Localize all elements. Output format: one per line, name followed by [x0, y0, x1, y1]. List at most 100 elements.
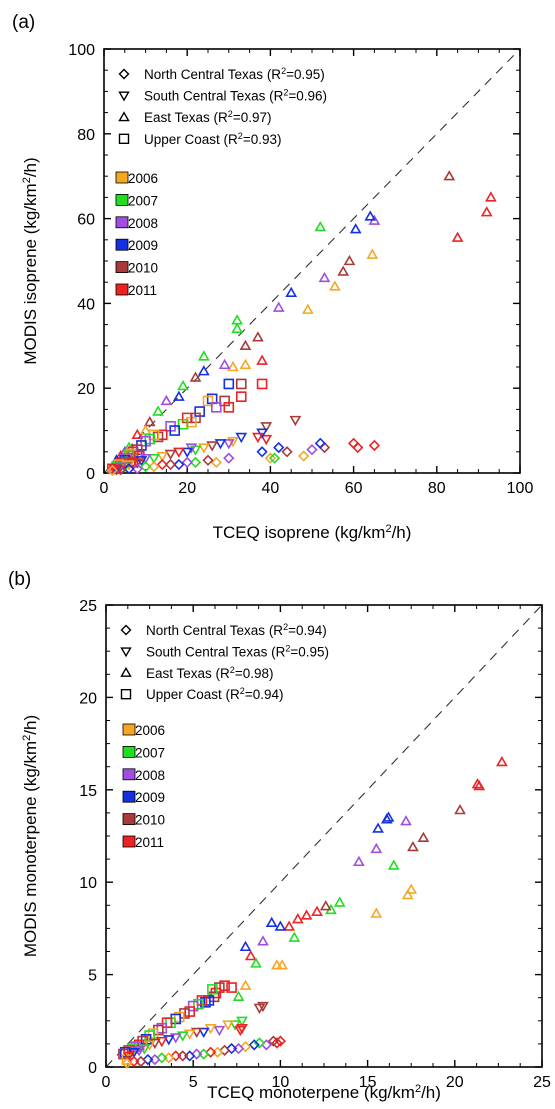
year-swatch	[122, 813, 136, 825]
data-point	[267, 1035, 280, 1047]
data-point	[256, 446, 268, 458]
data-point	[170, 1050, 182, 1062]
data-point	[231, 314, 243, 325]
x-tick-label: 0	[102, 1074, 111, 1091]
y-tick-label: 10	[79, 875, 97, 892]
data-point	[189, 456, 202, 469]
data-point	[218, 358, 231, 370]
chart-panel-a: (a) 00 20 20 40 40 60 60 80 80 100 100 TCEQ isoprene…	[12, 12, 533, 542]
data-point	[257, 1001, 269, 1013]
x-tick-label: 100	[507, 480, 534, 497]
data-point	[164, 449, 177, 461]
data-point	[219, 980, 230, 991]
year-swatch	[122, 723, 136, 736]
data-point	[318, 271, 331, 283]
data-point	[123, 460, 135, 471]
data-point	[173, 390, 185, 401]
data-point	[368, 439, 381, 452]
x-tick-label: 10	[272, 1074, 290, 1091]
series-north-central-texas	[106, 437, 381, 477]
year-legend-label: 2011	[135, 835, 164, 850]
data-point	[473, 779, 486, 791]
data-point	[387, 859, 400, 870]
data-point	[181, 447, 194, 458]
data-point	[285, 286, 298, 297]
x-tick-label: 5	[189, 1074, 198, 1091]
data-point	[252, 432, 264, 444]
data-point	[407, 840, 419, 852]
one-to-one-line	[103, 48, 521, 474]
data-point	[417, 831, 430, 843]
data-point	[135, 456, 148, 467]
data-point	[227, 360, 239, 372]
data-point	[222, 439, 235, 450]
legend-marker-triangle-down-icon	[118, 91, 130, 102]
series-north-central-texas	[121, 1035, 287, 1069]
region-legend-entry: East Texas (R2=0.98)	[146, 665, 273, 681]
data-point	[239, 339, 252, 350]
data-point	[206, 441, 219, 452]
x-axis-label: TCEQ monoterpene (kg/km2/h)	[207, 1083, 441, 1102]
data-point	[343, 254, 356, 266]
year-swatch	[122, 768, 136, 781]
data-point	[213, 1025, 226, 1037]
data-point	[123, 463, 135, 475]
data-point	[169, 425, 181, 436]
data-point	[193, 998, 204, 1010]
year-swatch	[122, 790, 136, 803]
data-point	[273, 441, 285, 454]
data-point	[289, 415, 302, 427]
data-point	[271, 1037, 283, 1049]
data-point	[131, 428, 144, 440]
data-point	[223, 401, 235, 413]
data-point	[139, 461, 152, 473]
data-point	[143, 416, 156, 427]
year-legend-label: 2008	[135, 768, 165, 783]
data-point	[190, 1027, 203, 1039]
legend-marker-square-icon	[118, 133, 130, 144]
year-swatch	[115, 171, 129, 184]
data-point	[306, 444, 318, 456]
y-tick-label: 40	[77, 296, 95, 313]
data-point	[222, 1020, 234, 1031]
data-point	[496, 755, 508, 767]
data-point	[235, 432, 248, 444]
data-point	[271, 959, 283, 970]
y-tick-label: 15	[79, 783, 97, 800]
year-legend-label: 2010	[128, 261, 158, 276]
y-tick-label: 100	[68, 42, 95, 59]
data-point	[232, 990, 245, 1001]
data-point	[121, 1057, 133, 1069]
data-point	[329, 280, 341, 291]
data-point	[218, 1044, 231, 1057]
series-east-texas	[232, 755, 508, 1001]
y-tick-label: 5	[88, 968, 97, 985]
data-point	[353, 855, 365, 867]
data-point	[183, 1029, 196, 1040]
data-point	[225, 1042, 238, 1055]
data-point	[142, 1053, 154, 1066]
region-legend-entry: South Central Texas (R2=0.96)	[144, 88, 327, 104]
data-point	[372, 822, 384, 833]
data-point	[485, 191, 497, 202]
data-point	[203, 995, 215, 1006]
data-point	[164, 458, 177, 471]
data-point	[197, 350, 210, 361]
data-point	[256, 354, 268, 365]
data-point	[197, 365, 210, 376]
data-point	[173, 447, 185, 458]
year-legend-label: 2006	[128, 171, 158, 186]
data-point	[264, 452, 277, 464]
data-point	[401, 889, 414, 900]
region-legend-entry: East Texas (R2=0.97)	[144, 109, 271, 125]
region-legend-entry: North Central Texas (R2=0.94)	[146, 622, 327, 638]
data-point	[189, 371, 202, 382]
region-legend-entry: North Central Texas (R2=0.95)	[144, 66, 325, 82]
data-point	[265, 916, 278, 928]
year-legend-label: 2008	[128, 216, 158, 231]
data-point	[223, 378, 235, 390]
legend-marker-triangle-up-icon	[120, 666, 132, 677]
data-point	[156, 1052, 168, 1064]
data-point	[347, 437, 360, 449]
data-point	[162, 1035, 175, 1046]
